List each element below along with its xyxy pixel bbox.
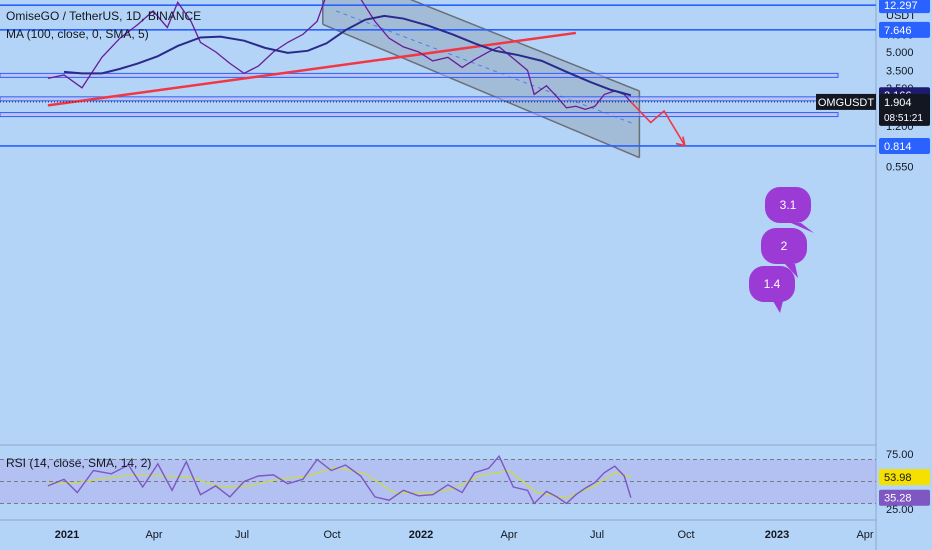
level-price-badge [879, 21, 930, 38]
sr-zone [0, 112, 839, 118]
time-axis-tick: Apr [500, 529, 517, 541]
time-axis-tick: Jul [590, 529, 604, 541]
sr-zone [0, 96, 835, 102]
rsi-line [47, 454, 632, 505]
ma-line [63, 14, 632, 97]
callout-bubble [761, 228, 807, 264]
level-price-badge [879, 137, 930, 154]
callout-label: 1.4 [764, 277, 781, 291]
rsi-signal-badge [879, 469, 930, 486]
time-axis-tick: 2023 [765, 529, 789, 541]
rsi-indicator-title[interactable]: RSI (14, close, SMA, 14, 2) [6, 456, 152, 470]
time-axis-tick: Oct [677, 529, 694, 541]
callout-bubble [749, 266, 795, 302]
channel-lower-line [322, 23, 640, 159]
time-axis-tick: 2021 [55, 529, 79, 541]
level-price-badge [879, 0, 930, 14]
level-price-badge-label: 0.814 [884, 141, 912, 153]
symbol-title[interactable]: OmiseGO / TetherUS, 1D, BINANCE [6, 9, 202, 23]
symbol-tag-label: OMGUSDT [818, 97, 875, 109]
time-axis-tick: Jul [235, 529, 249, 541]
callout-bubble [765, 187, 811, 223]
time-axis-tick: 2022 [409, 529, 433, 541]
channel-fill [322, 0, 640, 158]
rsi-value-badge-label: 35.28 [884, 493, 912, 505]
last-price-badge [879, 93, 930, 126]
ma-indicator-title[interactable]: MA (100, close, 0, SMA, 5) [6, 27, 149, 41]
price-axis-tick: 5.000 [886, 47, 914, 59]
rsi-signal-line [47, 466, 632, 499]
callout-tail [773, 301, 783, 313]
channel-upper-line [409, 0, 640, 92]
time-axis-tick: Apr [856, 529, 873, 541]
projection-path [630, 101, 686, 147]
channel-midline [335, 10, 634, 125]
level-price-badge-label: 7.646 [884, 25, 912, 37]
price-axis-tick: 3.500 [886, 65, 914, 77]
time-axis-tick: Apr [145, 529, 162, 541]
bar-countdown-label: 08:51:21 [884, 113, 923, 124]
callout-label: 2 [781, 239, 788, 253]
rsi-signal-badge-label: 53.98 [884, 472, 912, 484]
symbol-tag [816, 93, 876, 110]
projection-arrowhead [675, 136, 686, 147]
time-axis-tick: Oct [323, 529, 340, 541]
sr-zone [0, 72, 839, 78]
callout-tail [785, 264, 798, 278]
rsi-axis-tick: 25.00 [886, 504, 914, 516]
rsi-axis-tick: 75.00 [886, 449, 914, 461]
rsi-value-badge [879, 489, 930, 506]
callout-tail [791, 223, 814, 233]
callout-label: 3.1 [780, 198, 797, 212]
rising-trendline [47, 31, 577, 107]
level-price-badge-label: 12.297 [884, 0, 918, 12]
price-axis-tick: 0.550 [886, 161, 914, 173]
last-price-label: 1.904 [884, 97, 912, 109]
